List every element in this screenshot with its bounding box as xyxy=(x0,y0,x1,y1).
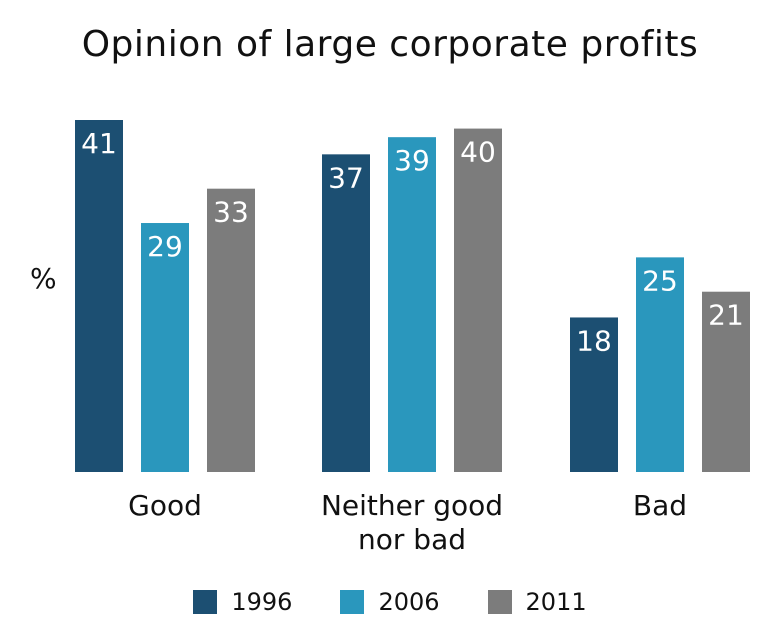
y-axis-label: % xyxy=(30,262,57,295)
chart-title: Opinion of large corporate profits xyxy=(81,24,699,65)
bar-value-label: 25 xyxy=(642,264,678,297)
bar-value-label: 29 xyxy=(147,230,183,263)
bar-value-label: 37 xyxy=(328,161,364,194)
bar-value-label: 18 xyxy=(576,324,612,357)
category-label: Bad xyxy=(633,489,687,522)
legend-swatch xyxy=(193,590,218,614)
bar-1996-1 xyxy=(322,154,370,472)
bar-value-label: 33 xyxy=(213,196,249,229)
bar-value-label: 41 xyxy=(81,127,117,160)
bar-value-label: 39 xyxy=(394,144,430,177)
bar-2006-0 xyxy=(141,223,189,472)
legend-item-2011: 2011 xyxy=(487,588,587,616)
legend-swatch xyxy=(487,590,512,614)
bar-2006-2 xyxy=(636,257,684,472)
legend-item-1996: 1996 xyxy=(193,588,292,616)
category-label: nor bad xyxy=(358,523,466,556)
legend-label: 1996 xyxy=(231,588,293,616)
bar-value-label: 21 xyxy=(708,299,744,332)
legend: 1996 2006 2011 xyxy=(0,588,780,616)
legend-swatch xyxy=(340,590,365,614)
bar-value-label: 40 xyxy=(460,136,496,169)
legend-item-2006: 2006 xyxy=(340,588,440,616)
legend-label: 2006 xyxy=(378,588,440,616)
category-label: Neither good xyxy=(321,489,503,522)
bar-1996-0 xyxy=(75,120,123,472)
bar-2011-0 xyxy=(207,188,255,472)
bar-2006-1 xyxy=(388,137,436,473)
category-label: Good xyxy=(128,489,202,522)
bar-2011-1 xyxy=(454,128,502,472)
bar-1996-2 xyxy=(570,317,618,472)
legend-label: 2011 xyxy=(525,588,587,616)
bar-2011-2 xyxy=(702,291,750,472)
